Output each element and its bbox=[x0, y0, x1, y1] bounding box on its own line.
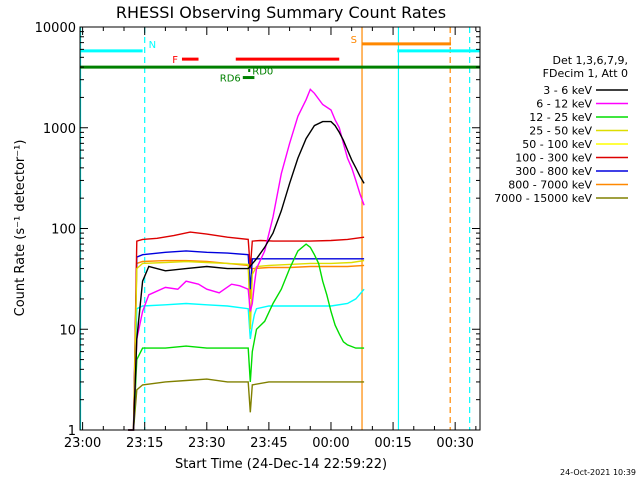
x-axis: 23:00 23:15 23:30 23:45 00:00 00:15 00:30 bbox=[64, 27, 477, 451]
vertical-markers bbox=[79, 27, 471, 430]
plot-frame bbox=[79, 26, 481, 431]
series-layer bbox=[128, 88, 365, 431]
legend-label-5: 100 - 300 keV bbox=[515, 152, 592, 165]
chart-title: RHESSI Observing Summary Count Rates bbox=[116, 3, 446, 22]
x-tick-label-6: 00:30 bbox=[436, 436, 473, 451]
series-line-3 bbox=[128, 259, 365, 431]
x-tick-label-1: 23:15 bbox=[126, 436, 163, 451]
series-line-5 bbox=[128, 231, 365, 431]
series-line-6 bbox=[128, 250, 365, 431]
x-axis-label: Start Time (24-Dec-14 22:59:22) bbox=[175, 457, 387, 472]
flags-layer: N S F RD0 RD6 bbox=[80, 35, 480, 85]
legend: Det 1,3,6,7,9,FDecim 1, Att 0 3 - 6 keV6 … bbox=[494, 54, 628, 205]
y-axis: 1 10 100 1000 10000 bbox=[35, 21, 480, 439]
legend-label-1: 6 - 12 keV bbox=[536, 98, 592, 111]
legend-label-4: 50 - 100 keV bbox=[522, 138, 592, 151]
legend-label-2: 12 - 25 keV bbox=[529, 111, 592, 124]
flag-label-0: N bbox=[149, 40, 156, 51]
legend-label-0: 3 - 6 keV bbox=[543, 84, 592, 97]
x-tick-label-0: 23:00 bbox=[64, 436, 101, 451]
y-tick-label-2: 100 bbox=[51, 223, 76, 238]
series-line-2 bbox=[128, 243, 365, 431]
x-tick-label-3: 23:45 bbox=[250, 436, 287, 451]
series-line-0 bbox=[128, 120, 365, 431]
timestamp: 24-Oct-2021 10:39 bbox=[560, 468, 636, 477]
y-axis-label: Count Rate (s⁻¹ detector⁻¹) bbox=[13, 140, 28, 317]
series-line-8 bbox=[128, 378, 365, 431]
legend-label-8: 7000 - 15000 keV bbox=[494, 192, 592, 205]
legend-label-3: 25 - 50 keV bbox=[529, 125, 592, 138]
flag-label-1: S bbox=[351, 35, 357, 46]
x-tick-label-5: 00:15 bbox=[374, 436, 411, 451]
x-tick-label-4: 00:00 bbox=[312, 436, 349, 451]
x-tick-label-2: 23:30 bbox=[188, 436, 225, 451]
y-tick-label-0: 1 bbox=[68, 424, 76, 439]
legend-header-1: FDecim 1, Att 0 bbox=[543, 67, 628, 80]
legend-label-6: 300 - 800 keV bbox=[515, 165, 592, 178]
flag-label-2: F bbox=[172, 55, 178, 66]
legend-label-7: 800 - 7000 keV bbox=[508, 179, 592, 192]
flag-label-5: RD6 bbox=[220, 74, 241, 85]
legend-header-0: Det 1,3,6,7,9, bbox=[552, 54, 628, 67]
y-tick-label-3: 1000 bbox=[43, 122, 76, 137]
series-line-7 bbox=[128, 259, 365, 431]
y-tick-label-1: 10 bbox=[59, 323, 76, 338]
flag-label-4: RD0 bbox=[252, 67, 273, 78]
series-line-cyan bbox=[128, 288, 365, 431]
y-tick-label-4: 10000 bbox=[35, 21, 76, 36]
series-line-1 bbox=[128, 88, 365, 431]
